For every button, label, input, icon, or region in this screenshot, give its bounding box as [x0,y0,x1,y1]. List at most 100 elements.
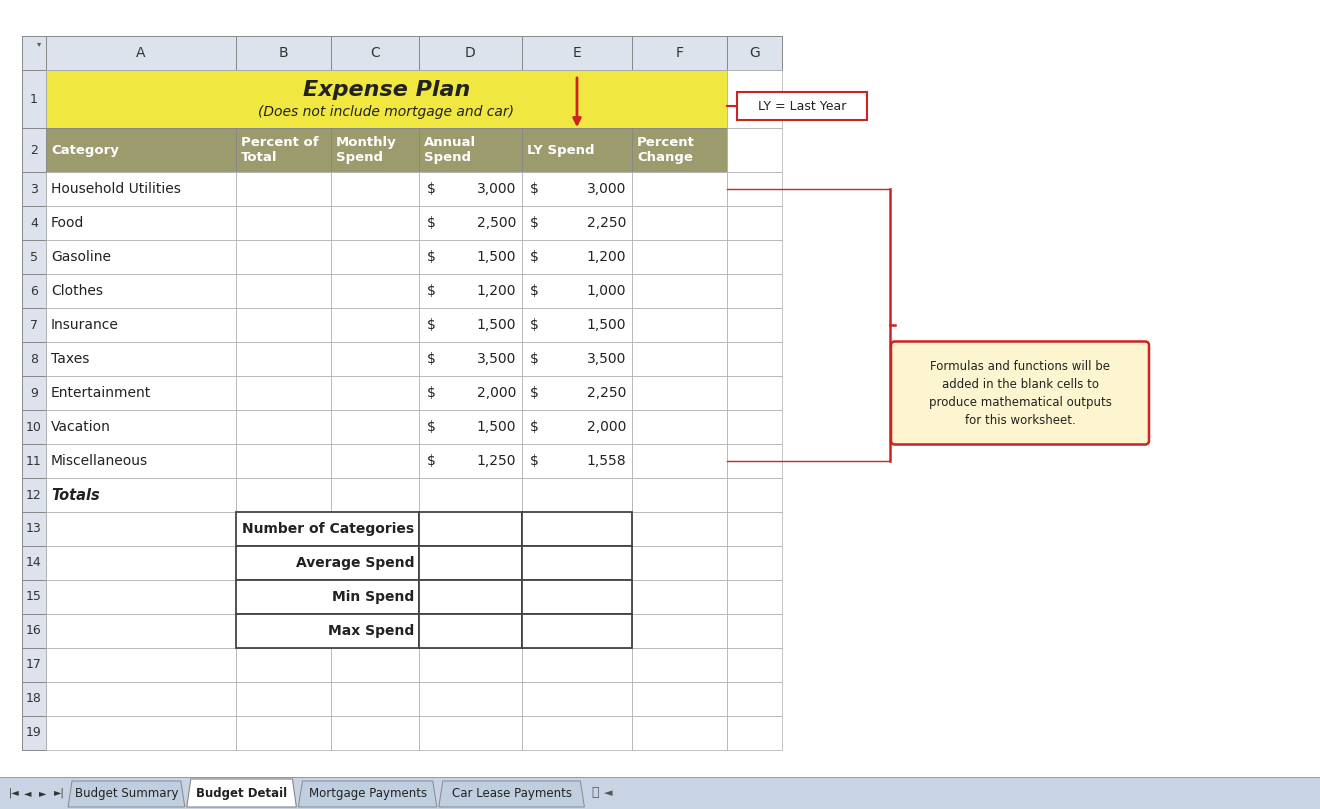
Bar [236,580,331,614]
Bar [22,308,46,342]
Text: Expense Plan: Expense Plan [302,80,470,100]
Bar [22,36,46,70]
Bar [331,444,418,478]
Bar [236,342,331,376]
Bar [418,512,521,546]
Bar [521,648,632,682]
Bar [236,172,331,206]
Text: Budget Summary: Budget Summary [75,786,178,799]
Bar [418,512,521,546]
Text: $: $ [426,352,436,366]
Text: F: F [676,46,684,60]
Polygon shape [187,779,297,807]
Text: $: $ [531,182,539,196]
Bar [46,206,236,240]
Text: $: $ [426,182,436,196]
Bar [418,580,521,614]
Bar [22,36,781,750]
Bar [236,36,331,70]
Bar [46,342,236,376]
Bar [331,716,418,750]
Bar [236,410,331,444]
Bar [727,614,781,648]
Bar [632,342,727,376]
Bar [236,444,331,478]
Bar [331,240,418,274]
Bar [331,614,418,648]
Bar [236,308,331,342]
Text: 1,500: 1,500 [477,420,516,434]
Text: |◄: |◄ [9,788,20,798]
Bar [632,240,727,274]
Bar [727,342,781,376]
Bar [46,240,236,274]
Text: 1,200: 1,200 [586,250,626,264]
Text: $: $ [426,420,436,434]
Text: $: $ [531,352,539,366]
Bar [418,342,521,376]
Text: 10: 10 [26,421,42,434]
Bar [727,546,781,580]
Text: LY = Last Year: LY = Last Year [758,100,846,112]
Bar [331,274,418,308]
Bar [22,682,46,716]
Bar [331,172,418,206]
Bar [521,444,632,478]
Bar [46,512,236,546]
Bar [632,128,727,172]
Text: ►: ► [40,788,46,798]
Bar [727,376,781,410]
Text: Formulas and functions will be
added in the blank cells to
produce mathematical : Formulas and functions will be added in … [928,359,1111,426]
Bar [331,206,418,240]
Text: D: D [465,46,477,60]
Bar [236,614,331,648]
Bar [236,648,331,682]
Bar [418,308,521,342]
Bar [418,206,521,240]
Bar [418,478,521,512]
Text: ►|: ►| [54,788,65,798]
Text: $: $ [426,318,436,332]
Text: Min Spend: Min Spend [331,590,414,604]
Bar [632,172,727,206]
Bar [236,682,331,716]
Bar [418,546,521,580]
Text: Category: Category [51,143,119,156]
Text: Clothes: Clothes [51,284,103,298]
Bar [521,512,632,546]
Bar [521,128,632,172]
Bar [46,410,236,444]
Bar [236,580,418,614]
FancyBboxPatch shape [891,341,1148,444]
Bar [236,546,418,580]
Text: Food: Food [51,216,84,230]
Bar [331,512,418,546]
Text: Taxes: Taxes [51,352,90,366]
Text: 3,500: 3,500 [477,352,516,366]
Text: 1: 1 [30,92,38,105]
Bar [22,512,46,546]
Text: $: $ [426,454,436,468]
Bar [727,128,781,172]
Bar [22,172,46,206]
Bar [418,546,521,580]
Bar [418,648,521,682]
Bar [236,240,331,274]
Text: 2,000: 2,000 [477,386,516,400]
Bar [727,240,781,274]
Text: ◄: ◄ [24,788,32,798]
Bar [727,682,781,716]
Bar [22,614,46,648]
Bar [632,716,727,750]
Text: B: B [279,46,288,60]
Bar [727,274,781,308]
Bar [22,70,46,128]
Text: Budget Detail: Budget Detail [197,786,288,799]
Bar [46,444,236,478]
Bar [331,580,418,614]
Text: C: C [370,46,380,60]
Text: A: A [136,46,145,60]
Bar [727,206,781,240]
Bar [236,716,331,750]
Bar [236,546,331,580]
